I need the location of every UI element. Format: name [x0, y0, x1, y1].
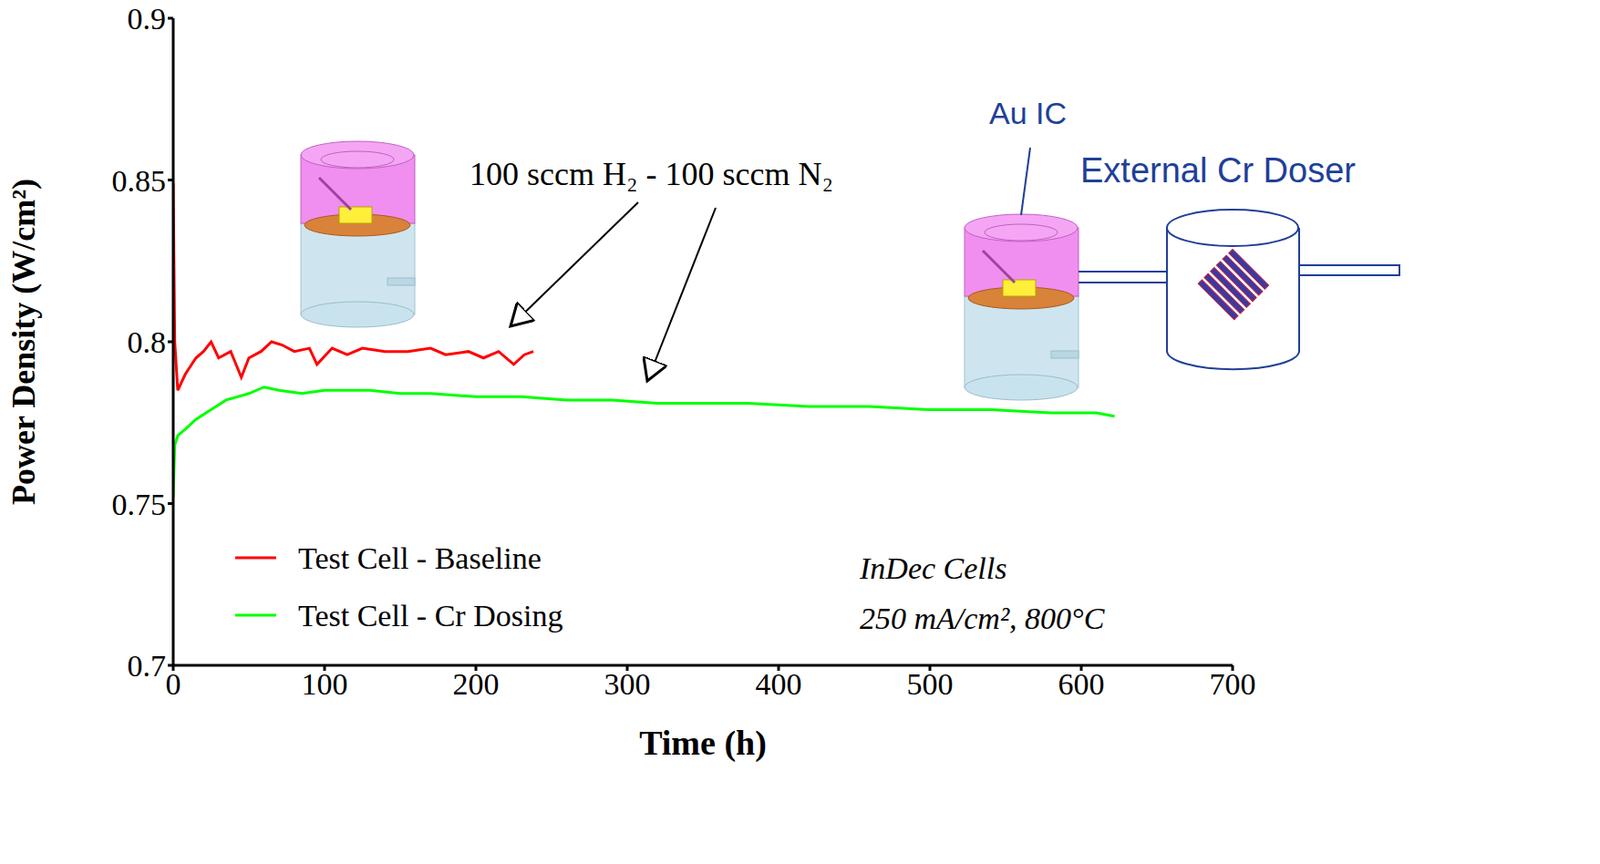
svg-text:100 sccm H₂ - 100 sccm N₂: 100 sccm H₂ - 100 sccm N₂: [469, 155, 834, 193]
svg-text:0: 0: [165, 667, 182, 702]
svg-text:0.9: 0.9: [127, 1, 167, 36]
svg-text:Test Cell - Cr Dosing: Test Cell - Cr Dosing: [298, 598, 563, 633]
svg-text:500: 500: [907, 667, 954, 702]
svg-text:300: 300: [604, 667, 651, 702]
svg-text:0.8: 0.8: [127, 325, 167, 360]
svg-text:400: 400: [755, 667, 803, 702]
svg-text:250 mA/cm², 800°C: 250 mA/cm², 800°C: [859, 601, 1105, 636]
svg-text:700: 700: [1209, 667, 1257, 702]
svg-text:Au IC: Au IC: [989, 95, 1067, 131]
svg-text:External Cr Doser: External Cr Doser: [1080, 151, 1356, 190]
svg-text:0.75: 0.75: [112, 487, 167, 522]
svg-text:0.7: 0.7: [127, 649, 167, 683]
svg-text:600: 600: [1058, 667, 1105, 702]
svg-text:200: 200: [453, 667, 500, 702]
svg-text:InDec Cells: InDec Cells: [858, 551, 1007, 586]
svg-text:Power Density (W/cm²): Power Density (W/cm²): [5, 178, 42, 506]
svg-text:Test Cell - Baseline: Test Cell - Baseline: [298, 541, 542, 576]
svg-text:0.85: 0.85: [112, 164, 167, 198]
svg-text:100: 100: [301, 667, 349, 702]
svg-text:Time (h): Time (h): [639, 723, 767, 764]
